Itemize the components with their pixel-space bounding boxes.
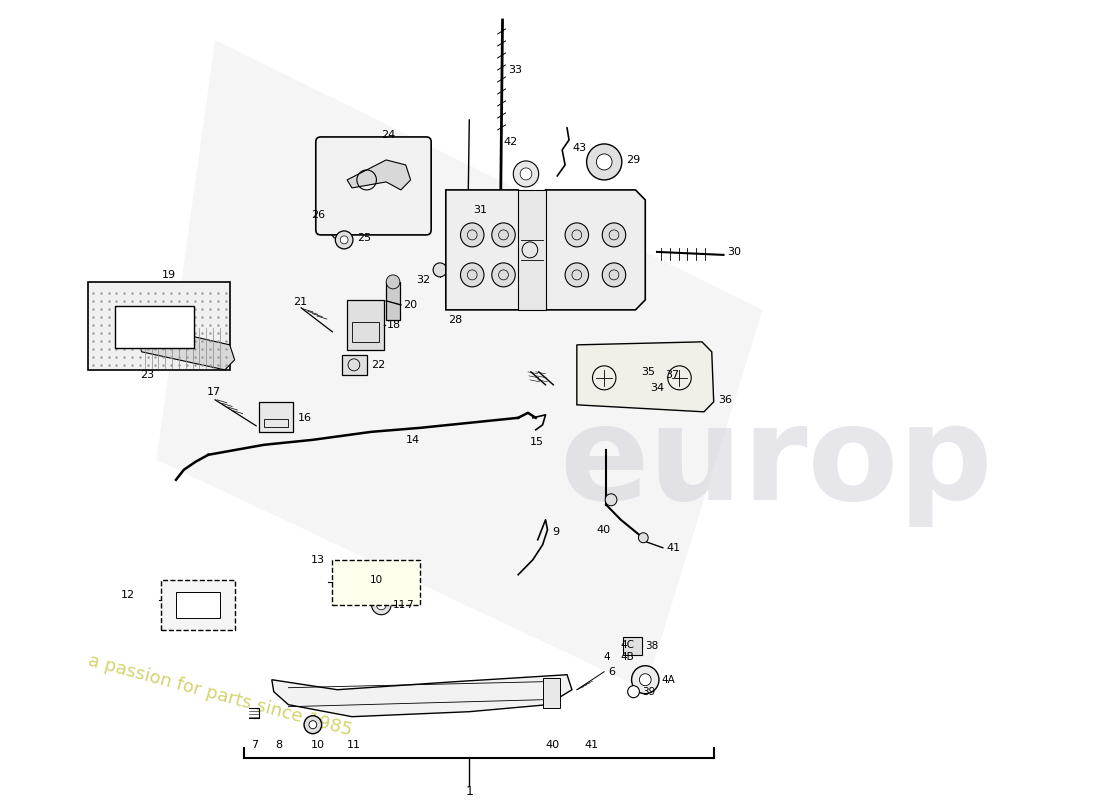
Circle shape <box>461 223 484 247</box>
Text: 20: 20 <box>403 300 417 310</box>
Circle shape <box>309 721 317 729</box>
Text: 36: 36 <box>718 395 733 405</box>
Circle shape <box>304 716 321 734</box>
Bar <box>542 678 560 708</box>
Circle shape <box>372 594 392 614</box>
Text: 29: 29 <box>626 155 640 165</box>
Text: 14: 14 <box>406 435 420 445</box>
Bar <box>332 560 420 605</box>
Text: 1: 1 <box>465 785 473 798</box>
Bar <box>162 580 234 630</box>
Bar <box>264 419 288 427</box>
Bar <box>348 300 384 350</box>
Text: a passion for parts since 1985: a passion for parts since 1985 <box>86 652 354 740</box>
Bar <box>386 282 400 320</box>
Text: 8: 8 <box>275 740 283 750</box>
Text: europ: europ <box>559 400 993 527</box>
Text: 10: 10 <box>310 740 324 750</box>
Circle shape <box>596 154 612 170</box>
Circle shape <box>433 263 447 277</box>
Text: 41: 41 <box>667 542 681 553</box>
Polygon shape <box>518 190 546 310</box>
Circle shape <box>603 223 626 247</box>
Circle shape <box>336 231 353 249</box>
Circle shape <box>565 263 588 287</box>
Bar <box>116 306 194 348</box>
Text: 38: 38 <box>646 641 659 650</box>
Text: 28: 28 <box>448 315 462 325</box>
Polygon shape <box>136 325 234 370</box>
Text: 17: 17 <box>207 387 221 397</box>
Text: 4C: 4C <box>620 640 635 650</box>
Text: 24: 24 <box>382 130 396 140</box>
Text: 16: 16 <box>298 413 312 423</box>
Circle shape <box>514 161 539 187</box>
Text: 11: 11 <box>393 600 406 610</box>
Circle shape <box>586 144 622 180</box>
Text: 6: 6 <box>608 666 615 677</box>
Text: 39: 39 <box>642 686 656 697</box>
Circle shape <box>340 236 348 244</box>
Text: 34: 34 <box>650 383 664 393</box>
Bar <box>352 322 379 342</box>
Text: 4A: 4A <box>662 674 675 685</box>
Bar <box>176 592 220 618</box>
Text: 43: 43 <box>572 143 586 153</box>
Text: 11: 11 <box>346 740 361 750</box>
Bar <box>88 282 230 370</box>
Bar <box>260 402 294 432</box>
Text: 30: 30 <box>727 247 741 257</box>
Polygon shape <box>576 342 714 412</box>
Text: 33: 33 <box>508 65 522 75</box>
Text: 23: 23 <box>140 370 154 380</box>
Text: 21: 21 <box>294 297 307 307</box>
Text: 18: 18 <box>387 320 402 330</box>
Text: 9: 9 <box>552 526 560 537</box>
Text: 31: 31 <box>473 205 487 215</box>
Text: 19: 19 <box>162 270 176 280</box>
Text: 40: 40 <box>596 525 611 534</box>
Polygon shape <box>546 190 646 310</box>
Text: 7: 7 <box>251 740 257 750</box>
Circle shape <box>638 533 648 542</box>
Text: 7: 7 <box>406 600 412 610</box>
Text: 37: 37 <box>664 370 679 380</box>
Text: 41: 41 <box>584 740 598 750</box>
Circle shape <box>492 263 515 287</box>
Text: 35: 35 <box>641 367 656 377</box>
Circle shape <box>386 275 400 289</box>
Circle shape <box>631 666 659 694</box>
FancyBboxPatch shape <box>316 137 431 235</box>
Text: 10: 10 <box>370 574 383 585</box>
Text: 40: 40 <box>546 740 560 750</box>
Bar <box>623 637 642 654</box>
Circle shape <box>639 674 651 686</box>
Circle shape <box>461 263 484 287</box>
Text: 4B: 4B <box>620 652 635 662</box>
Polygon shape <box>446 190 528 310</box>
Text: 13: 13 <box>310 554 324 565</box>
Circle shape <box>492 223 515 247</box>
Circle shape <box>605 494 617 506</box>
Polygon shape <box>348 160 410 190</box>
Text: 26: 26 <box>311 210 324 220</box>
Polygon shape <box>272 674 572 717</box>
Circle shape <box>520 168 532 180</box>
Text: 12: 12 <box>121 590 135 600</box>
Text: 32: 32 <box>416 275 430 285</box>
Circle shape <box>603 263 626 287</box>
Text: 42: 42 <box>503 137 517 147</box>
Circle shape <box>628 686 639 698</box>
Polygon shape <box>156 40 762 690</box>
Text: 25: 25 <box>356 233 371 243</box>
Circle shape <box>565 223 588 247</box>
Text: 22: 22 <box>372 360 386 370</box>
Text: 15: 15 <box>530 437 543 447</box>
Bar <box>342 355 366 375</box>
Circle shape <box>376 600 386 610</box>
Text: 4: 4 <box>603 652 609 662</box>
